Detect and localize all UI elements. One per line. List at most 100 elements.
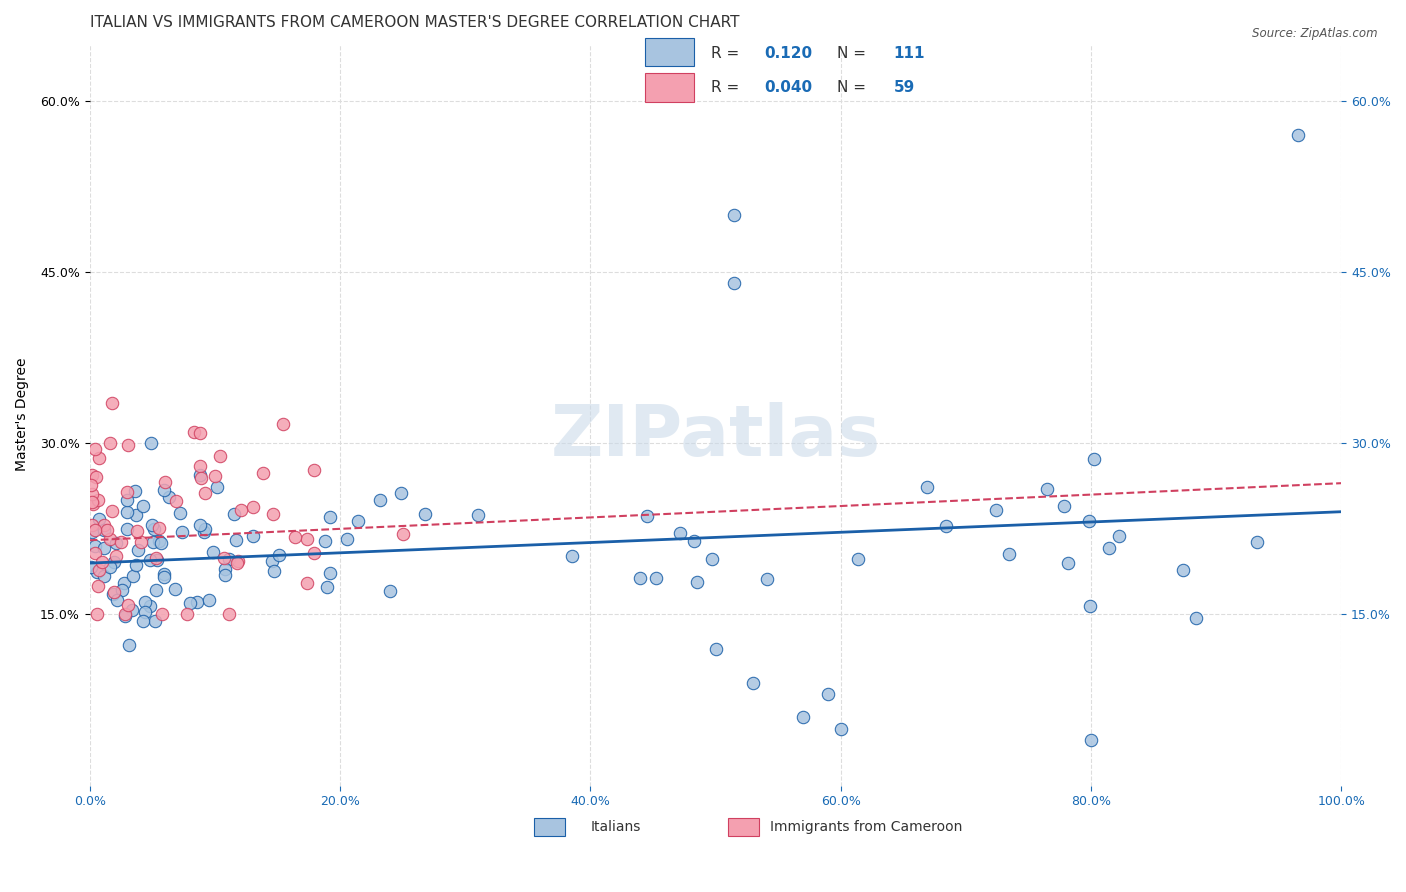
Point <box>202 544 225 558</box>
Point <box>208 449 231 463</box>
Y-axis label: Master's Degree: Master's Degree <box>15 358 30 472</box>
Point <box>111 582 134 597</box>
Point <box>114 607 136 622</box>
Point <box>157 491 180 505</box>
Text: Source: ZipAtlas.com: Source: ZipAtlas.com <box>1253 27 1378 40</box>
Point <box>205 479 228 493</box>
Point <box>218 552 240 566</box>
Point <box>1185 611 1208 625</box>
Point <box>165 493 187 508</box>
Point <box>87 450 110 465</box>
Point <box>917 481 939 495</box>
Point <box>1036 482 1059 496</box>
Point <box>98 436 121 450</box>
Point <box>212 551 235 566</box>
Point <box>190 468 212 483</box>
Point <box>267 549 290 563</box>
Point <box>630 571 652 585</box>
Point <box>225 533 247 547</box>
Point <box>87 579 110 593</box>
Point <box>686 575 709 590</box>
Point <box>146 553 169 567</box>
Point <box>139 599 162 614</box>
Point <box>145 582 167 597</box>
Point <box>378 583 401 598</box>
Point <box>125 508 148 522</box>
Point <box>139 552 162 566</box>
Point <box>700 552 723 566</box>
Point <box>229 503 252 517</box>
Point <box>141 517 163 532</box>
Text: ZIPatlas: ZIPatlas <box>551 402 880 472</box>
Point <box>143 614 166 628</box>
Point <box>1078 514 1101 528</box>
Point <box>1098 541 1121 556</box>
Point <box>110 534 132 549</box>
Point <box>1286 128 1309 142</box>
Point <box>125 524 148 538</box>
Point <box>273 417 295 431</box>
Point <box>89 512 111 526</box>
Point <box>82 495 104 509</box>
Point <box>389 486 412 500</box>
Point <box>163 582 186 596</box>
Point <box>723 277 745 291</box>
Point <box>183 425 205 439</box>
Point <box>82 525 104 540</box>
Point <box>141 436 163 450</box>
Point <box>145 550 167 565</box>
Point <box>87 493 110 508</box>
Point <box>93 523 115 537</box>
Point <box>636 509 658 524</box>
Point <box>101 504 124 518</box>
Point <box>830 722 852 736</box>
Point <box>80 518 103 533</box>
Point <box>214 562 236 576</box>
Point <box>87 563 110 577</box>
Point <box>179 596 201 610</box>
Point <box>176 607 198 622</box>
Point <box>391 527 413 541</box>
Point <box>117 438 139 452</box>
Point <box>1078 599 1101 613</box>
Point <box>153 567 176 582</box>
Text: ITALIAN VS IMMIGRANTS FROM CAMEROON MASTER'S DEGREE CORRELATION CHART: ITALIAN VS IMMIGRANTS FROM CAMEROON MAST… <box>90 15 740 30</box>
Point <box>198 593 221 607</box>
Point <box>262 507 284 521</box>
Point <box>170 525 193 540</box>
Point <box>1171 563 1194 577</box>
Point <box>103 555 125 569</box>
Point <box>103 584 125 599</box>
Point <box>80 559 103 574</box>
Point <box>153 475 176 490</box>
Point <box>114 608 136 623</box>
Point <box>683 534 706 549</box>
Point <box>84 442 107 457</box>
Point <box>83 523 105 537</box>
Point <box>150 607 173 622</box>
Point <box>148 533 170 548</box>
Point <box>817 687 839 701</box>
Point <box>142 535 165 549</box>
Point <box>83 546 105 560</box>
Point <box>131 535 153 549</box>
Point <box>193 525 215 540</box>
Point <box>194 486 217 500</box>
Point <box>124 483 146 498</box>
Point <box>188 517 211 532</box>
Point <box>93 541 115 555</box>
Point <box>242 529 264 543</box>
Point <box>118 638 141 652</box>
Text: Italians: Italians <box>591 820 641 833</box>
Point <box>316 580 339 594</box>
Point <box>668 526 690 541</box>
Point <box>222 507 245 521</box>
Point <box>96 523 118 537</box>
Point <box>295 532 318 546</box>
Point <box>149 536 172 550</box>
Point <box>319 566 342 580</box>
Point <box>644 571 666 585</box>
Point <box>302 546 325 560</box>
Point <box>1080 733 1102 747</box>
Point <box>204 468 226 483</box>
